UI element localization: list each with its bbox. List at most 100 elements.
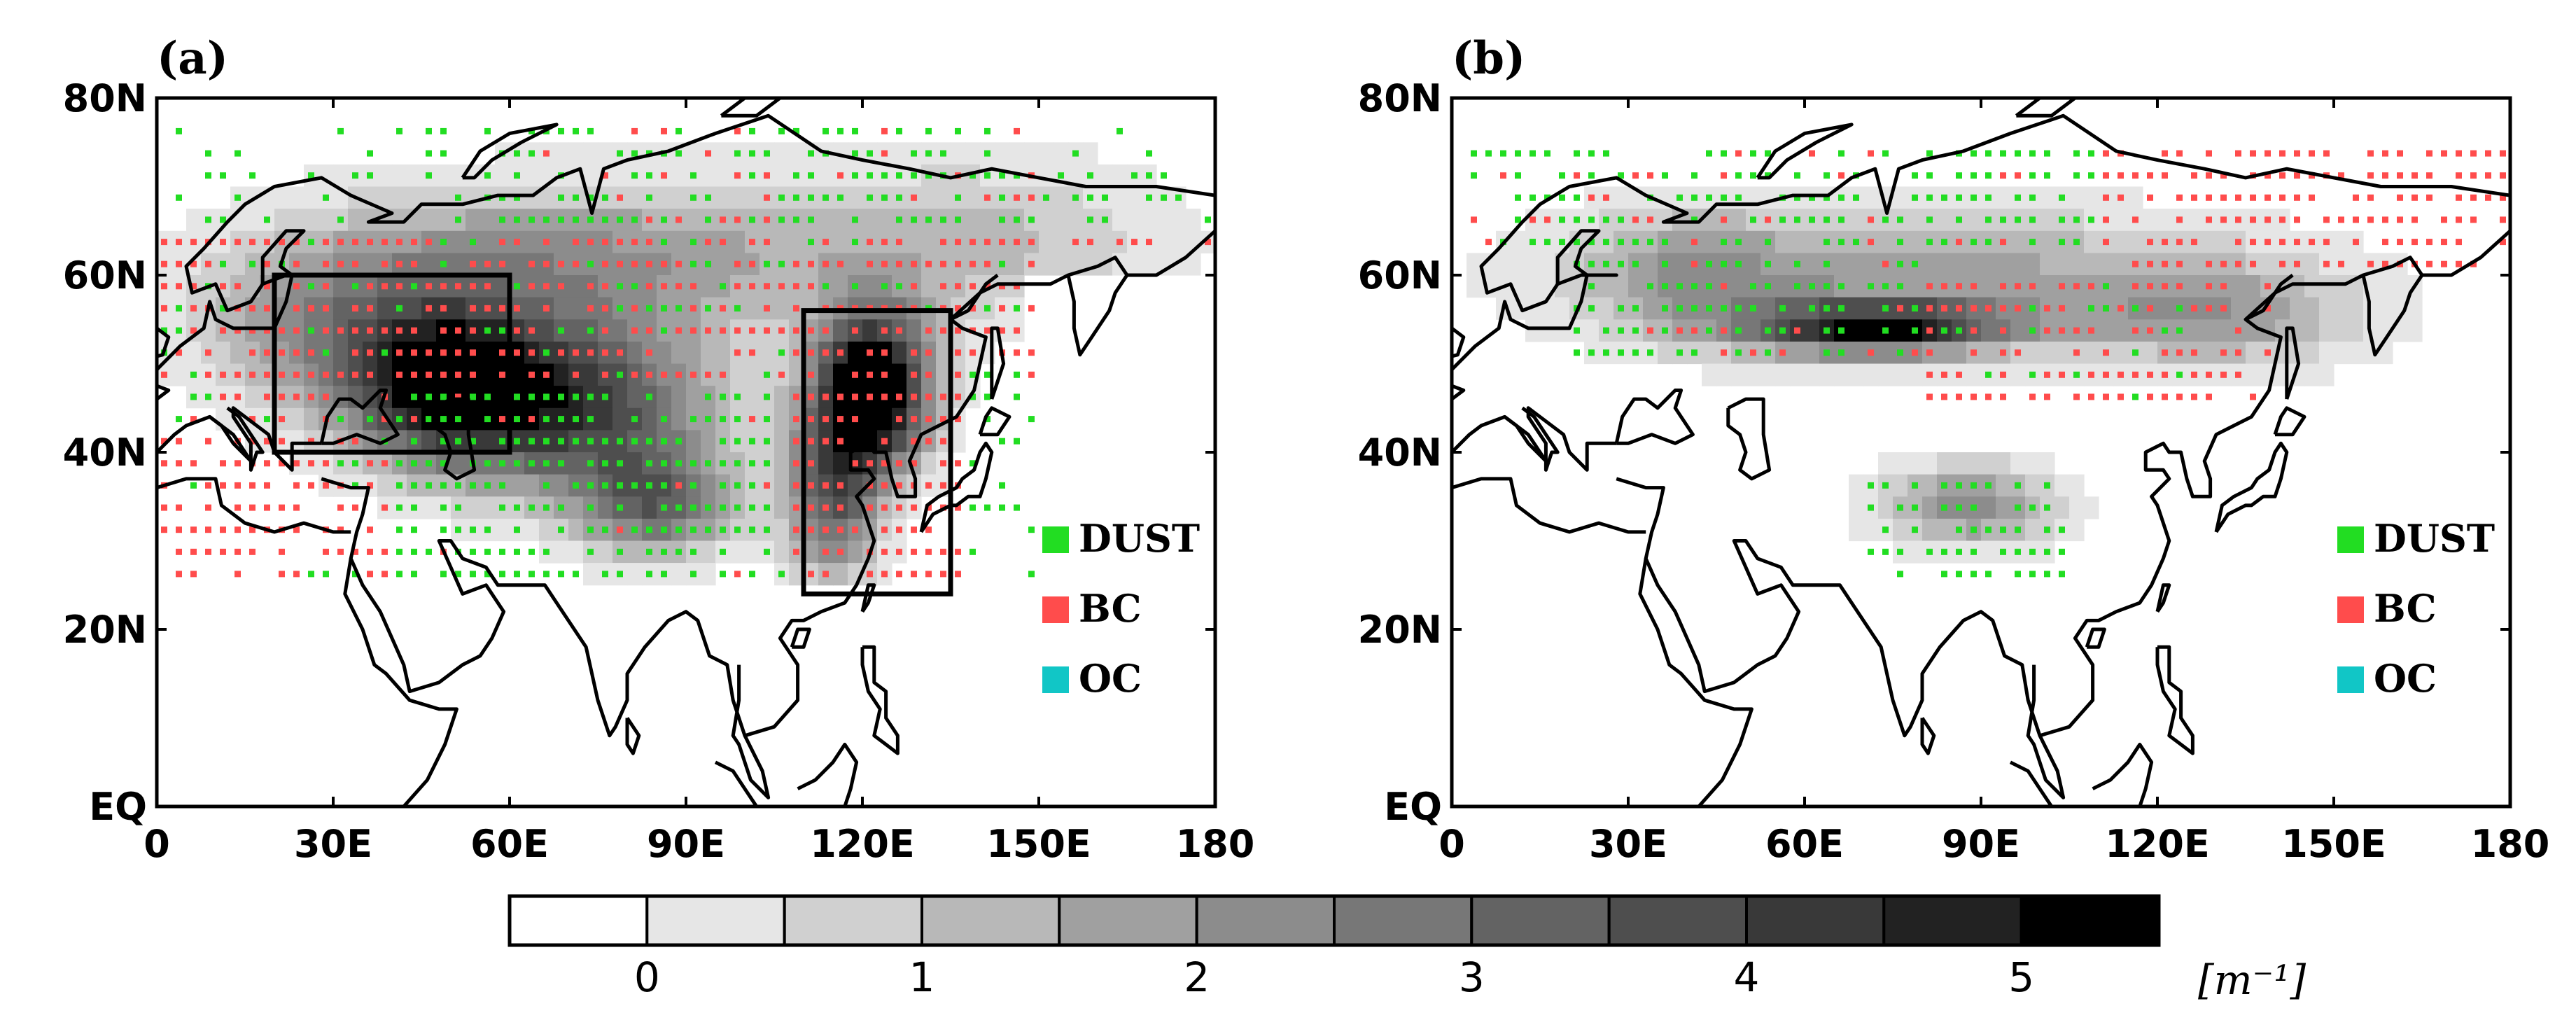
aerosol-dot	[1941, 548, 1947, 555]
aerosol-dot	[690, 283, 696, 290]
aerosol-dot	[2162, 283, 2168, 290]
aerosol-dot	[705, 260, 711, 267]
shade-cell	[657, 186, 672, 209]
aerosol-dot	[1838, 305, 1844, 312]
shade-cell	[2084, 186, 2099, 209]
aerosol-dot	[528, 504, 535, 511]
aerosol-dot	[749, 172, 755, 179]
aerosol-dot	[440, 283, 447, 290]
aerosol-dot	[896, 194, 902, 201]
aerosol-dot	[411, 260, 417, 267]
aerosol-dot	[2220, 194, 2227, 201]
shade-cell	[2025, 452, 2040, 475]
aerosol-dot	[308, 239, 314, 246]
shade-cell	[1466, 275, 1482, 298]
aerosol-dot	[2029, 305, 2036, 312]
shade-cell	[877, 407, 892, 431]
aerosol-dot	[1897, 305, 1903, 312]
aerosol-dot	[720, 327, 726, 334]
shade-cell	[539, 319, 554, 342]
aerosol-dot	[2162, 371, 2168, 378]
aerosol-dot	[720, 526, 726, 533]
aerosol-dot	[690, 571, 696, 578]
aerosol-dots-a	[161, 127, 1211, 578]
aerosol-dot	[234, 194, 241, 201]
aerosol-dot	[602, 393, 608, 400]
aerosol-dot	[426, 239, 432, 246]
aerosol-dot	[1956, 216, 1962, 223]
shade-cell	[1981, 275, 1996, 298]
aerosol-dot	[455, 349, 461, 356]
coastline-segment	[1452, 325, 1466, 358]
aerosol-dot	[676, 548, 682, 555]
aerosol-dot	[764, 172, 770, 179]
shade-cell	[686, 209, 701, 232]
aerosol-dot	[220, 327, 226, 334]
aerosol-dot	[279, 349, 285, 356]
aerosol-dot	[2118, 371, 2124, 378]
aerosol-dot	[293, 460, 300, 467]
aerosol-dot	[925, 438, 932, 445]
shade-cell	[1966, 209, 1982, 232]
aerosol-dot	[867, 460, 873, 467]
aerosol-dot	[1485, 150, 1492, 157]
aerosol-dot	[1691, 239, 1698, 246]
aerosol-dot	[808, 571, 814, 578]
shade-cell	[274, 186, 290, 209]
shade-cell	[510, 363, 525, 386]
aerosol-dot	[293, 260, 300, 267]
coastline-segment	[461, 123, 559, 180]
colorbar-label: 3	[1459, 953, 1485, 1001]
shade-cell	[1760, 186, 1776, 209]
shade-cell	[627, 452, 643, 475]
aerosol-dot	[1912, 349, 1918, 356]
aerosol-dot	[1970, 393, 1977, 400]
aerosol-dot	[1897, 283, 1903, 290]
aerosol-dot	[2147, 194, 2153, 201]
aerosol-dot	[2441, 216, 2447, 223]
aerosol-dot	[279, 460, 285, 467]
aerosol-dot	[1603, 194, 1609, 201]
aerosol-dot	[2412, 216, 2418, 223]
aerosol-dot	[1970, 239, 1977, 246]
shade-cell	[2334, 319, 2349, 342]
coastline-segment	[2285, 326, 2301, 400]
shade-cell	[583, 563, 598, 586]
shade-cell	[2348, 297, 2364, 320]
aerosol-dot	[426, 393, 432, 400]
aerosol-dot	[2382, 260, 2388, 267]
aerosol-dot	[2103, 283, 2109, 290]
shade-cell	[2319, 319, 2334, 342]
aerosol-dot	[1072, 150, 1079, 157]
shade-cell	[774, 142, 790, 165]
shade-cell	[1996, 186, 2011, 209]
aerosol-dot	[631, 371, 638, 378]
aerosol-dot	[690, 460, 696, 467]
aerosol-dot	[1706, 327, 1712, 334]
shade-cell	[1112, 209, 1128, 232]
aerosol-dot	[1882, 327, 1889, 334]
shade-cell	[2231, 275, 2246, 298]
aerosol-dot	[720, 482, 726, 489]
aerosol-dot	[1676, 194, 1683, 201]
shade-cell	[289, 407, 304, 431]
aerosol-dot	[587, 283, 594, 290]
shade-cell	[1790, 230, 1805, 253]
aerosol-dot	[2176, 371, 2183, 378]
shade-cell	[1466, 253, 1482, 276]
aerosol-dot	[1588, 349, 1595, 356]
aerosol-dot	[2103, 239, 2109, 246]
aerosol-dot	[2250, 260, 2256, 267]
aerosol-dot	[382, 239, 388, 246]
aerosol-dot	[1750, 305, 1756, 312]
aerosol-dot	[528, 548, 535, 555]
aerosol-dot	[1985, 571, 1991, 578]
aerosol-dot	[499, 548, 505, 555]
shade-cell	[1907, 230, 1923, 253]
aerosol-dot	[2426, 260, 2432, 267]
legend-label: OC	[2374, 656, 2437, 701]
aerosol-dot	[440, 393, 447, 400]
shade-cell	[965, 209, 981, 232]
aerosol-dot	[793, 327, 799, 334]
aerosol-dot	[646, 393, 652, 400]
